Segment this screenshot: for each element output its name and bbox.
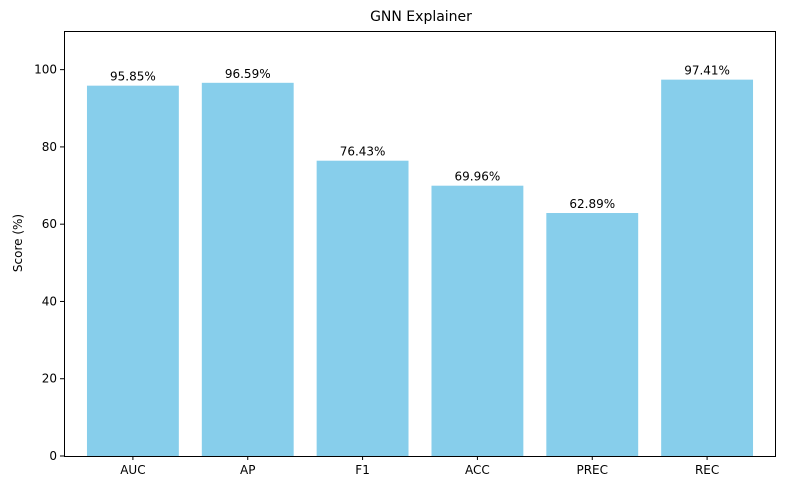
y-tick-label-80: 80 — [42, 140, 57, 154]
chart-title: GNN Explainer — [370, 9, 472, 25]
x-tick-label-rec: REC — [695, 463, 719, 477]
bar-f1 — [316, 160, 409, 456]
y-tick-label-0: 0 — [49, 449, 57, 463]
x-tick-label-prec: PREC — [576, 463, 608, 477]
data-label-f1: 76.43% — [340, 145, 386, 159]
bar-auc — [86, 85, 179, 456]
y-axis-label: Score (%) — [11, 214, 25, 272]
y-tick-label-20: 20 — [42, 372, 57, 386]
x-axis-ticks: AUC AP F1 ACC PREC REC — [120, 456, 719, 477]
data-label-ap: 96.59% — [225, 67, 271, 81]
data-labels-group: 95.85% 96.59% 76.43% 69.96% 62.89% 97.41% — [110, 64, 730, 211]
data-label-acc: 69.96% — [455, 170, 501, 184]
data-label-auc: 95.85% — [110, 70, 156, 84]
y-tick-label-60: 60 — [42, 217, 57, 231]
bar-ap — [201, 82, 294, 456]
bars-group — [86, 79, 754, 456]
bar-rec — [661, 79, 754, 456]
x-tick-label-acc: ACC — [465, 463, 490, 477]
y-tick-label-40: 40 — [42, 294, 57, 308]
data-label-rec: 97.41% — [684, 64, 730, 78]
y-axis-ticks: 0 20 40 60 80 100 — [34, 63, 64, 463]
bar-acc — [431, 185, 524, 456]
plot-frame — [64, 31, 776, 457]
x-tick-label-auc: AUC — [120, 463, 145, 477]
x-tick-label-f1: F1 — [355, 463, 370, 477]
data-label-prec: 62.89% — [569, 197, 615, 211]
y-tick-label-100: 100 — [34, 63, 57, 77]
x-tick-label-ap: AP — [240, 463, 255, 477]
bar-prec — [546, 213, 639, 456]
